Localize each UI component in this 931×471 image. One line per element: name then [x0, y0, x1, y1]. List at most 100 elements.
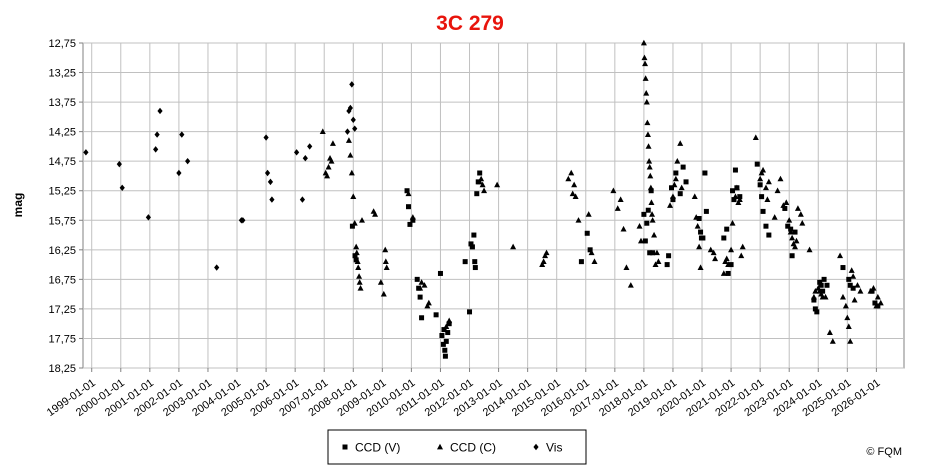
data-point-triangle: [354, 258, 361, 265]
data-point-square: [677, 191, 683, 197]
data-point-square: [846, 276, 852, 282]
data-point-square: [698, 229, 704, 235]
data-point-triangle: [353, 243, 360, 250]
data-point-square: [824, 282, 830, 288]
legend-marker-square: [342, 444, 348, 450]
data-point-square: [847, 282, 853, 288]
data-point-diamond: [294, 149, 300, 156]
data-point-triangle: [783, 199, 790, 205]
data-point-triangle: [382, 246, 389, 253]
data-point-triangle: [789, 234, 796, 241]
data-point-triangle: [812, 287, 819, 294]
y-tick-label: 16,25: [48, 245, 76, 257]
data-point-triangle: [441, 326, 448, 332]
data-point-square: [821, 276, 827, 282]
data-point-square: [732, 167, 738, 173]
data-point-diamond: [214, 264, 220, 271]
data-point-square: [728, 262, 734, 268]
data-point-square: [683, 179, 689, 185]
data-point-square: [721, 235, 727, 241]
data-point-triangle: [735, 199, 742, 205]
data-point-triangle: [780, 202, 787, 208]
data-point-triangle: [787, 228, 794, 235]
data-point-diamond: [299, 196, 306, 203]
data-point-triangle: [822, 293, 829, 300]
data-point-triangle: [643, 90, 650, 96]
plot-area: [82, 42, 905, 369]
data-point-diamond: [352, 125, 358, 132]
data-point-triangle: [588, 249, 595, 256]
data-point-triangle: [643, 98, 650, 105]
data-point-square: [474, 191, 480, 197]
data-point-triangle: [610, 187, 617, 194]
data-point-triangle: [347, 152, 354, 158]
data-point-triangle: [694, 222, 701, 229]
y-tick-label: 13,75: [48, 97, 76, 109]
data-point-triangle: [614, 205, 621, 211]
data-point-triangle: [674, 157, 681, 164]
data-point-triangle: [729, 220, 736, 226]
y-tick-label: 14,75: [48, 156, 76, 168]
data-point-triangle: [642, 60, 649, 67]
data-point-triangle: [850, 273, 857, 279]
data-point-triangle: [585, 211, 592, 217]
data-point-square: [759, 194, 765, 200]
data-point-square: [407, 221, 413, 227]
data-point-triangle: [655, 258, 662, 265]
data-point-triangle: [671, 181, 678, 188]
data-point-square: [353, 257, 359, 263]
data-point-triangle: [647, 184, 654, 191]
data-point-triangle: [353, 249, 360, 256]
data-point-square: [670, 197, 676, 203]
data-point-triangle: [591, 258, 598, 265]
legend-marker-triangle: [437, 443, 443, 450]
data-point-square: [812, 306, 818, 312]
data-point-triangle: [345, 137, 352, 143]
legend-label: CCD (C): [450, 441, 496, 455]
data-point-square: [818, 282, 824, 288]
data-point-square: [872, 300, 878, 306]
legend-marker-diamond: [533, 443, 539, 451]
data-point-triangle: [732, 193, 739, 200]
data-point-triangle: [725, 261, 732, 267]
data-point-triangle: [847, 338, 854, 344]
data-point-triangle: [826, 329, 833, 335]
data-point-triangle: [792, 243, 799, 250]
data-point-triangle: [421, 282, 428, 288]
data-point-triangle: [739, 243, 746, 250]
data-point-triangle: [372, 211, 379, 217]
data-point-square: [760, 208, 766, 214]
data-point-square: [414, 276, 420, 282]
data-point-square: [650, 250, 656, 256]
data-point-triangle: [738, 252, 745, 259]
data-point-square: [405, 204, 411, 210]
data-point-triangle: [652, 261, 659, 267]
data-point-triangle: [839, 293, 846, 300]
data-point-square: [472, 265, 478, 271]
data-point-triangle: [867, 287, 874, 294]
y-tick-label: 16,75: [48, 274, 76, 286]
y-tick-label: 12,75: [48, 38, 76, 50]
legend-label: Vis: [546, 441, 562, 455]
data-point-square: [820, 288, 826, 294]
data-point-square: [792, 229, 798, 235]
data-point-square: [404, 188, 410, 194]
data-point-triangle: [351, 220, 358, 226]
data-point-triangle: [350, 193, 357, 200]
data-points: [83, 39, 884, 359]
data-point-square: [647, 250, 653, 256]
data-point-triangle: [640, 39, 647, 46]
data-point-triangle: [845, 323, 852, 330]
data-point-square: [467, 309, 473, 315]
data-point-triangle: [424, 302, 431, 309]
data-point-triangle: [358, 217, 365, 223]
data-point-triangle: [810, 293, 817, 300]
data-point-triangle: [425, 299, 432, 306]
data-point-triangle: [752, 134, 759, 140]
data-point-triangle: [678, 184, 685, 191]
data-point-triangle: [794, 205, 801, 211]
data-point-triangle: [723, 255, 730, 262]
data-point-triangle: [728, 246, 735, 253]
credit-text: © FQM: [866, 446, 902, 458]
data-point-triangle: [476, 178, 483, 185]
